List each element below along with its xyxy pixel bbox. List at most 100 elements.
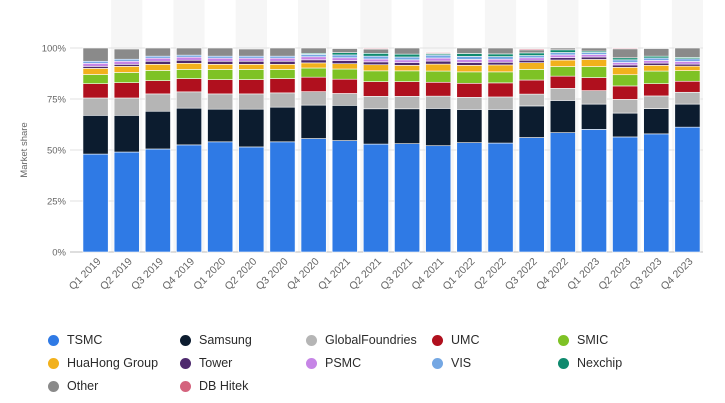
bar-segment-tower[interactable] xyxy=(144,60,171,65)
bar-segment-smic[interactable] xyxy=(674,70,701,82)
bar-segment-smic[interactable] xyxy=(425,70,452,83)
bar-segment-umc[interactable] xyxy=(425,81,452,97)
bar-segment-other[interactable] xyxy=(456,47,483,54)
bar-segment-globalfoundries[interactable] xyxy=(581,90,607,105)
bar-segment-tower[interactable] xyxy=(113,64,140,67)
bar-segment-globalfoundries[interactable] xyxy=(300,91,327,106)
bar-segment-nexchip[interactable] xyxy=(394,53,420,58)
bar-segment-umc[interactable] xyxy=(487,82,514,98)
bar-segment-huahong-group[interactable] xyxy=(331,63,358,70)
bar-segment-nexchip[interactable] xyxy=(363,53,389,57)
bar-segment-psmc[interactable] xyxy=(394,59,420,63)
bar-segment-other[interactable] xyxy=(674,47,701,58)
legend-item-db-hitek[interactable]: DB Hitek xyxy=(180,378,306,394)
bar-segment-tsmc[interactable] xyxy=(549,132,576,253)
bar-segment-huahong-group[interactable] xyxy=(425,63,452,72)
bar-segment-smic[interactable] xyxy=(518,69,545,81)
bar-segment-psmc[interactable] xyxy=(518,57,545,61)
bar-segment-psmc[interactable] xyxy=(238,57,265,62)
bar-segment-tower[interactable] xyxy=(363,61,389,66)
bar-segment-psmc[interactable] xyxy=(82,62,109,67)
bar-segment-other[interactable] xyxy=(269,47,296,57)
bar-segment-globalfoundries[interactable] xyxy=(331,93,358,106)
bar-segment-nexchip[interactable] xyxy=(456,53,483,57)
bar-segment-huahong-group[interactable] xyxy=(674,65,701,71)
bar-segment-psmc[interactable] xyxy=(269,57,296,62)
bar-segment-globalfoundries[interactable] xyxy=(363,96,389,110)
bar-segment-tsmc[interactable] xyxy=(207,141,234,253)
bar-segment-samsung[interactable] xyxy=(82,115,109,155)
bar-segment-huahong-group[interactable] xyxy=(113,66,140,73)
bar-segment-umc[interactable] xyxy=(331,78,358,94)
bar-segment-globalfoundries[interactable] xyxy=(456,97,483,110)
bar-segment-tower[interactable] xyxy=(487,61,514,66)
bar-segment-smic[interactable] xyxy=(581,66,607,78)
bar-segment-tower[interactable] xyxy=(269,60,296,65)
bar-segment-umc[interactable] xyxy=(82,83,109,99)
bar-segment-umc[interactable] xyxy=(113,82,140,99)
bar-segment-globalfoundries[interactable] xyxy=(238,93,265,110)
legend-item-globalfoundries[interactable]: GlobalFoundries xyxy=(306,332,432,348)
bar-segment-tsmc[interactable] xyxy=(269,141,296,253)
bar-segment-nexchip[interactable] xyxy=(549,49,576,53)
bar-segment-other[interactable] xyxy=(113,48,140,60)
bar-segment-umc[interactable] xyxy=(518,79,545,95)
bar-segment-nexchip[interactable] xyxy=(487,53,514,57)
bar-segment-db-hitek[interactable] xyxy=(518,48,545,51)
bar-segment-other[interactable] xyxy=(643,48,670,57)
bar-segment-smic[interactable] xyxy=(82,74,109,84)
bar-segment-huahong-group[interactable] xyxy=(581,59,607,67)
bar-segment-huahong-group[interactable] xyxy=(269,64,296,70)
bar-segment-vis[interactable] xyxy=(456,56,483,60)
bar-segment-samsung[interactable] xyxy=(207,108,234,143)
bar-segment-tsmc[interactable] xyxy=(643,133,670,253)
bar-segment-vis[interactable] xyxy=(487,56,514,60)
bar-segment-smic[interactable] xyxy=(300,67,327,78)
bar-segment-psmc[interactable] xyxy=(425,57,452,62)
bar-segment-tower[interactable] xyxy=(238,60,265,65)
bar-segment-nexchip[interactable] xyxy=(518,52,545,56)
bar-segment-psmc[interactable] xyxy=(456,59,483,63)
bar-segment-tsmc[interactable] xyxy=(674,126,701,253)
bar-segment-huahong-group[interactable] xyxy=(549,59,576,67)
bar-segment-tower[interactable] xyxy=(300,59,327,64)
bar-segment-umc[interactable] xyxy=(363,81,389,97)
bar-segment-globalfoundries[interactable] xyxy=(394,96,420,110)
legend-item-huahong-group[interactable]: HuaHong Group xyxy=(48,355,180,371)
legend-item-tsmc[interactable]: TSMC xyxy=(48,332,180,348)
bar-segment-other[interactable] xyxy=(394,47,420,55)
bar-segment-other[interactable] xyxy=(487,47,514,55)
bar-segment-tsmc[interactable] xyxy=(518,137,545,253)
bar-segment-smic[interactable] xyxy=(207,69,234,80)
bar-segment-globalfoundries[interactable] xyxy=(674,91,701,105)
bar-segment-samsung[interactable] xyxy=(394,108,420,144)
bar-segment-vis[interactable] xyxy=(144,55,171,59)
legend-item-psmc[interactable]: PSMC xyxy=(306,355,432,371)
bar-segment-tsmc[interactable] xyxy=(113,151,140,253)
bar-segment-umc[interactable] xyxy=(581,77,607,91)
bar-segment-psmc[interactable] xyxy=(581,54,607,58)
bar-segment-smic[interactable] xyxy=(113,72,140,83)
bar-segment-tower[interactable] xyxy=(394,62,420,66)
bar-segment-vis[interactable] xyxy=(207,55,234,59)
bar-segment-tsmc[interactable] xyxy=(176,144,202,253)
bar-segment-globalfoundries[interactable] xyxy=(425,95,452,109)
bar-segment-tower[interactable] xyxy=(456,62,483,66)
bar-segment-vis[interactable] xyxy=(82,60,109,64)
bar-segment-tower[interactable] xyxy=(612,64,639,68)
bar-segment-globalfoundries[interactable] xyxy=(612,99,639,114)
bar-segment-db-hitek[interactable] xyxy=(363,47,389,50)
bar-segment-other[interactable] xyxy=(144,47,171,57)
bar-segment-huahong-group[interactable] xyxy=(176,62,202,70)
bar-segment-nexchip[interactable] xyxy=(612,57,639,61)
legend-item-other[interactable]: Other xyxy=(48,378,180,394)
bar-segment-huahong-group[interactable] xyxy=(363,64,389,72)
bar-segment-smic[interactable] xyxy=(549,66,576,77)
bar-segment-vis[interactable] xyxy=(363,55,389,60)
bar-segment-other[interactable] xyxy=(549,47,576,51)
bar-segment-tsmc[interactable] xyxy=(425,145,452,253)
bar-segment-psmc[interactable] xyxy=(176,56,202,61)
legend-item-vis[interactable]: VIS xyxy=(432,355,558,371)
bar-segment-smic[interactable] xyxy=(487,71,514,84)
bar-segment-vis[interactable] xyxy=(394,56,420,61)
